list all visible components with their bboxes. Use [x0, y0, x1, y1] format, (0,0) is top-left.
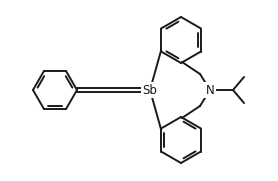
Text: N: N — [206, 83, 214, 96]
Text: Sb: Sb — [143, 83, 157, 96]
